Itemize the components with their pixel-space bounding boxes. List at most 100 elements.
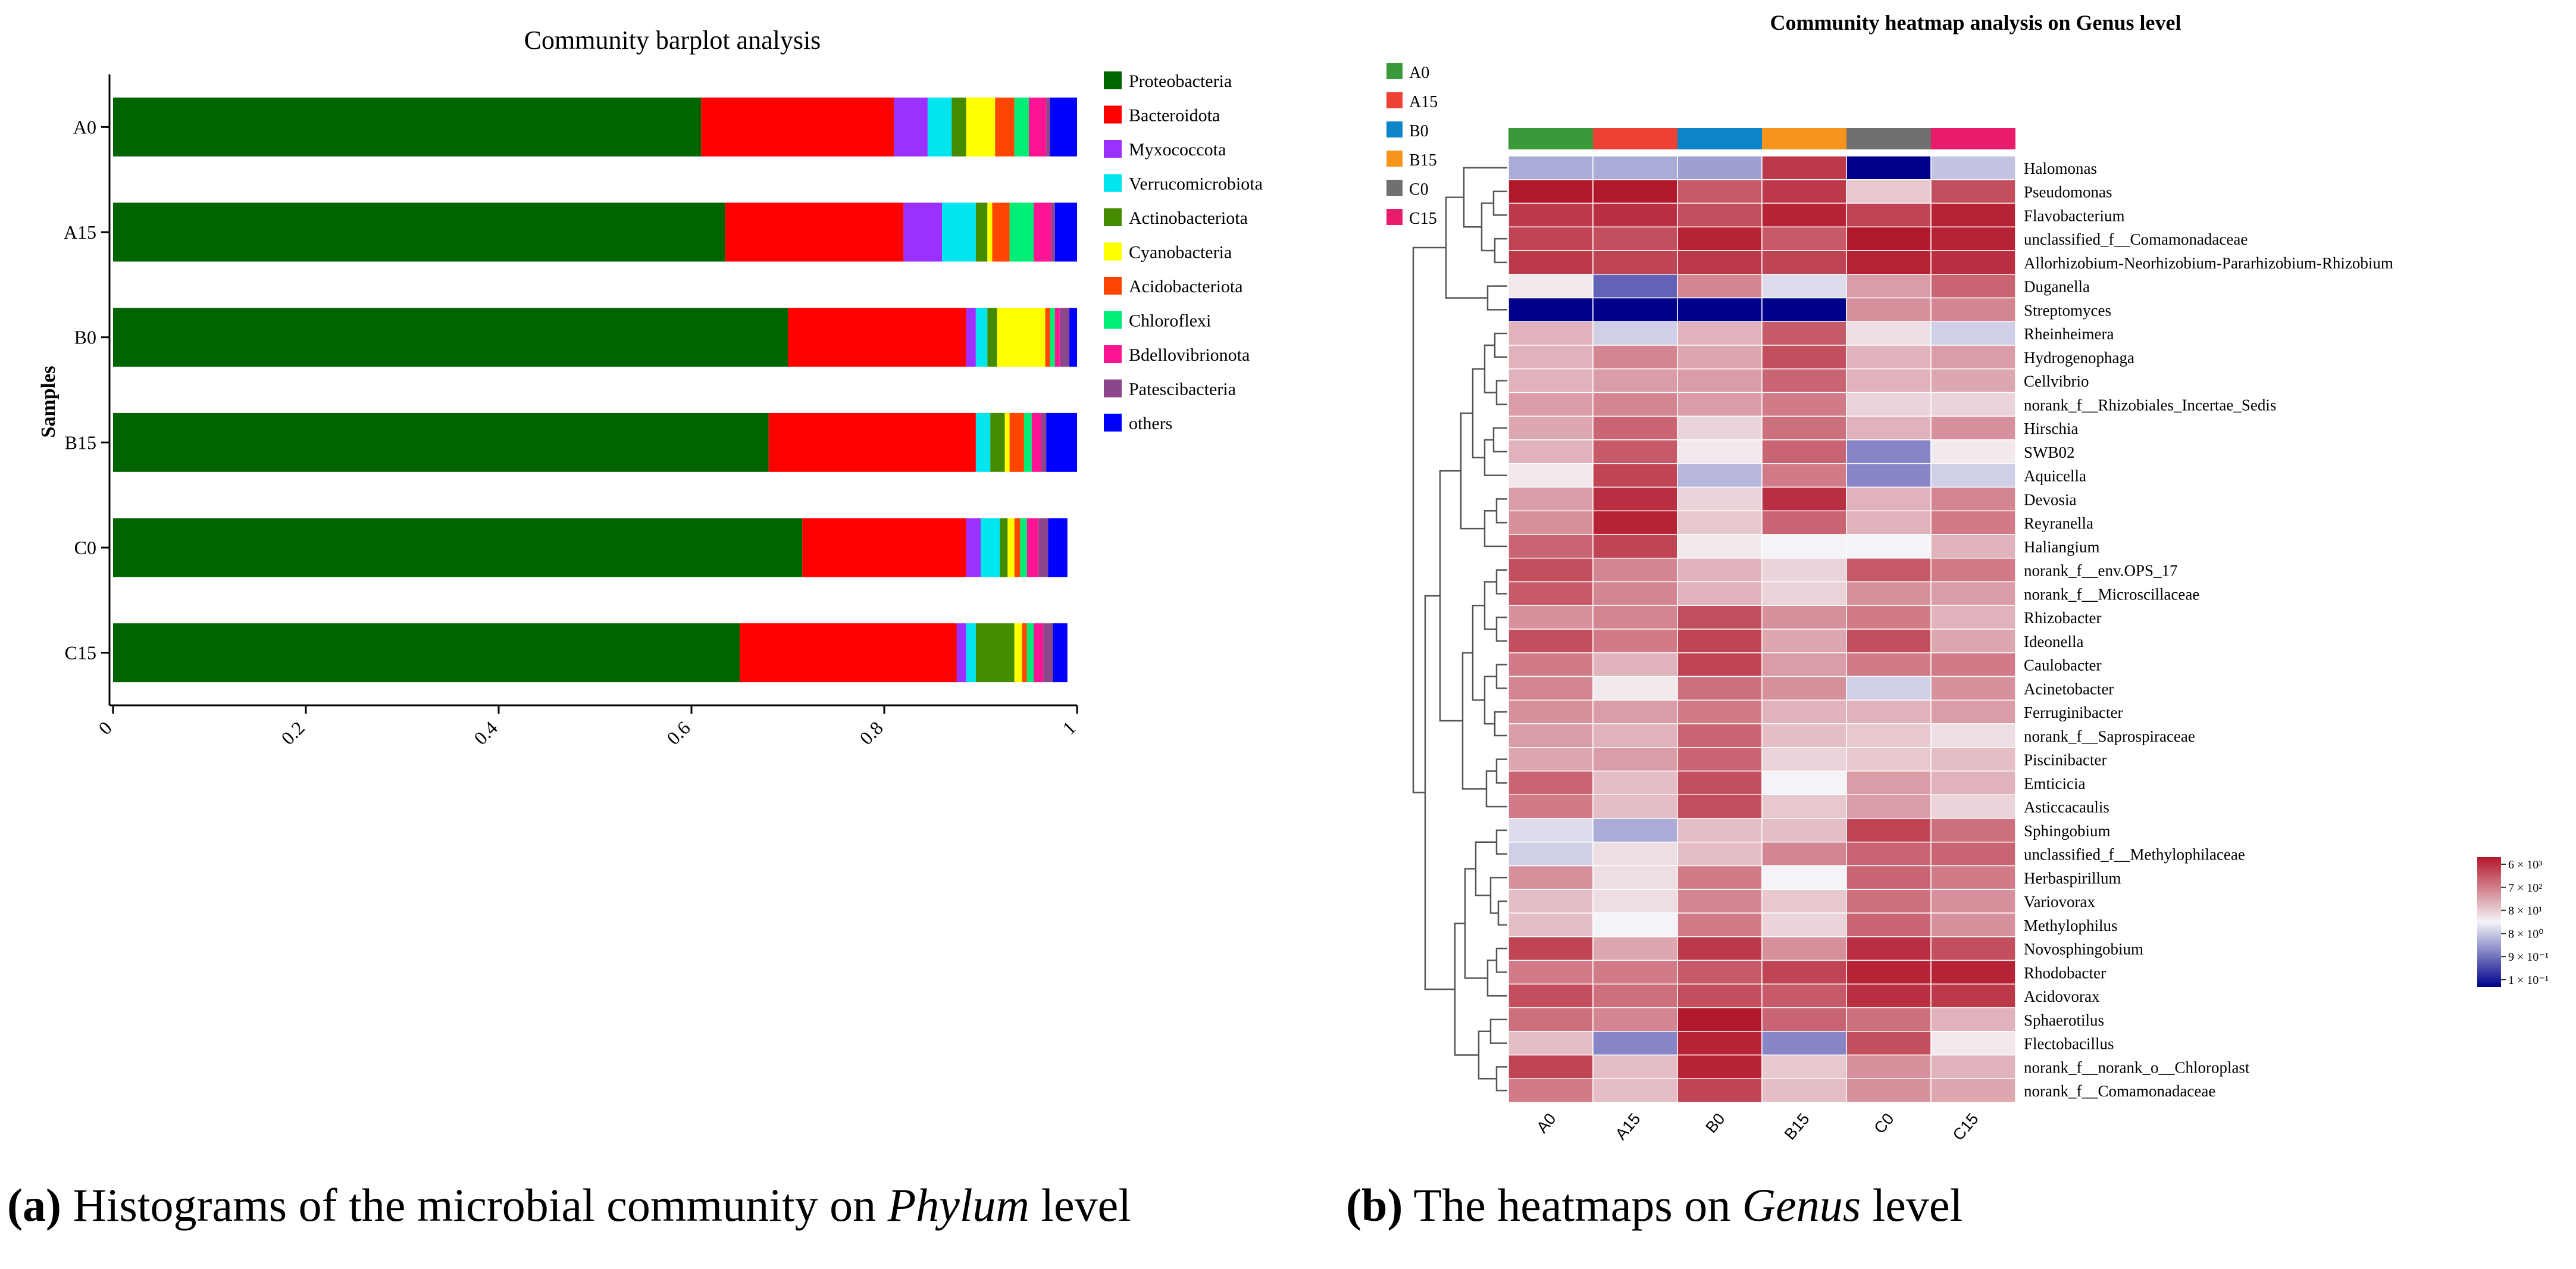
heatmap-column-label: B15 [1781,1110,1813,1143]
heatmap-cell-c15-0 [1930,155,2016,180]
dendrogram-branch [1454,923,1479,1056]
caption-b-italic: Genus [1742,1179,1861,1231]
heatmap-cell-a0-4 [1508,250,1594,275]
bar-segment-verrucomicrobiota-a15 [942,202,976,262]
caption-a-text: Histograms of the microbial community on [61,1179,888,1231]
heatmap-cell-c0-18 [1846,581,1932,606]
heatmap-cell-c0-28 [1846,818,1932,843]
heatmap-cell-a15-1 [1592,179,1678,204]
heatmap-row-label: norank_f__Saprospiraceae [2024,727,2195,745]
legend-label: Bacteroidota [1129,106,1220,126]
heatmap-cell-b15-3 [1761,226,1847,251]
heatmap-cell-a0-1 [1508,179,1594,204]
heatmap-cell-b15-5 [1761,274,1847,299]
bar-segment-actinobacteriota-a0 [951,97,966,157]
heatmap-cell-b15-8 [1761,345,1847,370]
heatmap-row-label: Acinetobacter [2024,680,2114,698]
heatmap-cell-a15-24 [1592,723,1678,748]
heatmap-panel: Community heatmap analysis on Genus leve… [1386,11,2549,1144]
heatmap-row-label: Hirschia [2024,420,2078,437]
dendrogram-branch [1412,246,1446,793]
dendrogram-branch [1492,190,1507,216]
heatmap-group-legend: A0 A15 B0 B15 C0 C15 [1386,63,1438,228]
heatmap-cell-a0-31 [1508,889,1594,914]
heatmap-cell-b15-25 [1761,747,1847,772]
group-legend-swatch-a15 [1386,92,1403,108]
bar-segment-patescibacteria-c0 [1038,518,1048,577]
barplot-y-tick-label: A0 [73,116,96,137]
legend-swatch-chloroflexi [1104,311,1122,329]
heatmap-cell-a15-22 [1592,676,1678,701]
heatmap-cell-b15-1 [1761,179,1847,204]
heatmap-cell-a0-0 [1508,155,1594,180]
heatmap-cell-b15-30 [1761,865,1847,890]
heatmap-cell-a0-30 [1508,865,1594,890]
heatmap-cell-c15-25 [1930,747,2016,772]
heatmap-cell-b0-23 [1677,699,1763,724]
heatmap-cell-c15-31 [1930,889,2016,914]
heatmap-cell-a0-20 [1508,629,1594,654]
heatmap-cell-a15-36 [1592,1007,1678,1032]
heatmap-cell-c15-38 [1930,1054,2016,1079]
group-bar-b0 [1677,128,1762,149]
group-legend-label: B0 [1409,122,1429,140]
legend-label: Chloroflexi [1129,311,1211,331]
heatmap-cell-c15-16 [1930,534,2016,559]
bar-segment-acidobacteriota-a0 [995,97,1015,157]
bar-segment-acidobacteriota-b15 [1009,412,1024,472]
heatmap-cell-a15-34 [1592,959,1678,984]
heatmap-cell-a15-20 [1592,629,1678,654]
heatmap-cell-b0-28 [1677,818,1763,843]
bar-segment-myxococcota-c15 [956,623,966,683]
heatmap-row-label: Allorhizobium-Neorhizobium-Pararhizobium… [2024,254,2393,272]
colorbar-tick-label: 6 × 10³ [2508,858,2542,871]
heatmap-cell-b0-15 [1677,510,1763,535]
heatmap-cell-a15-31 [1592,889,1678,914]
heatmap-cell-b0-6 [1677,297,1763,322]
heatmap-cell-a0-14 [1508,486,1594,511]
heatmap-cell-b0-27 [1677,794,1763,819]
heatmap-cell-c15-9 [1930,368,2016,393]
heatmap-cell-b15-4 [1761,250,1847,275]
heatmap-cell-b0-25 [1677,747,1763,772]
dendrogram-branch [1478,1030,1497,1080]
heatmap-cell-a0-33 [1508,936,1594,961]
heatmap-cell-a15-28 [1592,818,1678,843]
heatmap-cell-c0-30 [1846,865,1932,890]
bar-segment-others-b15 [1046,412,1077,472]
heatmap-cell-b15-24 [1761,723,1847,748]
heatmap-cell-a15-14 [1592,486,1678,511]
legend-swatch-others [1104,414,1122,432]
bar-segment-verrucomicrobiota-c15 [966,623,976,683]
heatmap-cell-c0-7 [1846,321,1932,346]
heatmap-cell-a0-36 [1508,1007,1594,1032]
bar-segment-bacteroidota-b15 [768,412,976,472]
bar-segment-actinobacteriota-c15 [975,623,1015,683]
legend-swatch-bacteroidota [1104,105,1122,124]
heatmap-row-label: Flavobacterium [2024,207,2124,224]
heatmap-row-label: norank_f__env.OPS_17 [2024,562,2177,580]
heatmap-cell-c15-20 [1930,629,2016,654]
heatmap-row-label: Caulobacter [2024,657,2101,674]
heatmap-cell-a0-5 [1508,274,1594,299]
legend-swatch-bdellovibrionota [1104,345,1122,363]
dendrogram-branch [1486,285,1507,311]
dendrogram-branch [1483,439,1507,476]
bar-segment-bacteroidota-b0 [788,308,966,367]
dendrogram-branch [1495,758,1507,784]
heatmap-cell-c15-30 [1930,865,2016,890]
heatmap-cell-c15-5 [1930,274,2016,299]
heatmap-cell-c15-11 [1930,415,2016,440]
heatmap-cell-c15-35 [1930,983,2016,1008]
barplot-x-tick-label: 0.8 [855,717,887,749]
heatmap-cell-b0-21 [1677,652,1763,677]
heatmap-cell-c15-33 [1930,936,2016,961]
heatmap-cell-a15-17 [1592,558,1678,583]
heatmap-row-label: Pseudomonas [2024,183,2112,201]
heatmap-cell-c0-38 [1846,1054,1932,1079]
heatmap-cell-b15-11 [1761,415,1847,440]
heatmap-cell-b0-10 [1677,392,1763,417]
bar-segment-bdellovibrionota-c0 [1026,518,1039,577]
heatmap-cell-c0-39 [1846,1078,1932,1103]
heatmap-cell-b0-39 [1677,1078,1763,1103]
